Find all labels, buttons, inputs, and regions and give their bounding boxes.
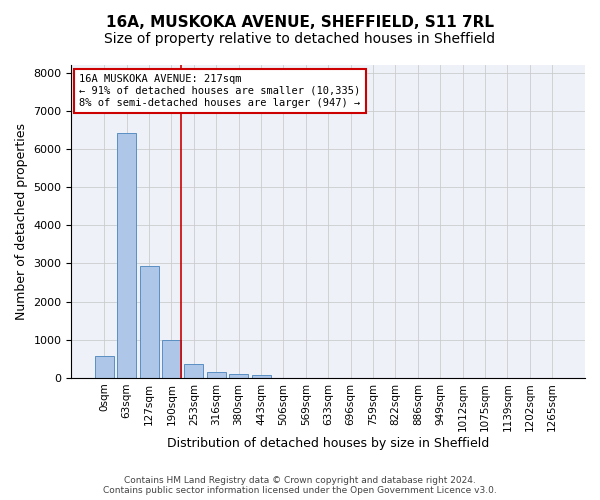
- Bar: [117, 132, 136, 378]
- Text: 16A MUSKOKA AVENUE: 217sqm
← 91% of detached houses are smaller (10,335)
8% of s: 16A MUSKOKA AVENUE: 217sqm ← 91% of deta…: [79, 74, 361, 108]
- Bar: [184, 364, 203, 378]
- Bar: [251, 375, 271, 378]
- Text: Size of property relative to detached houses in Sheffield: Size of property relative to detached ho…: [104, 32, 496, 46]
- Bar: [162, 340, 181, 378]
- Text: Contains HM Land Registry data © Crown copyright and database right 2024.
Contai: Contains HM Land Registry data © Crown c…: [103, 476, 497, 495]
- Bar: [140, 266, 158, 378]
- Bar: [207, 372, 226, 378]
- Text: 16A, MUSKOKA AVENUE, SHEFFIELD, S11 7RL: 16A, MUSKOKA AVENUE, SHEFFIELD, S11 7RL: [106, 15, 494, 30]
- Y-axis label: Number of detached properties: Number of detached properties: [15, 123, 28, 320]
- X-axis label: Distribution of detached houses by size in Sheffield: Distribution of detached houses by size …: [167, 437, 490, 450]
- Bar: [95, 356, 114, 378]
- Bar: [229, 374, 248, 378]
